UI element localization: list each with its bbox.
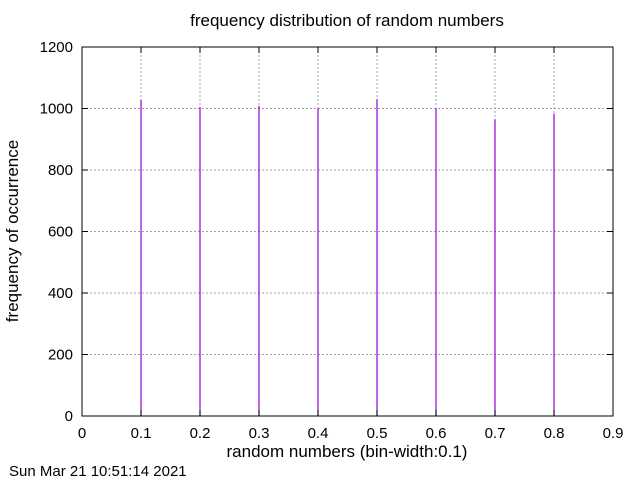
x-tick-label: 0.8 bbox=[544, 425, 565, 442]
x-tick-label: 0.6 bbox=[426, 425, 447, 442]
x-tick-label: 0.7 bbox=[485, 425, 506, 442]
x-tick-label: 0 bbox=[78, 425, 86, 442]
x-tick-label: 0.9 bbox=[603, 425, 624, 442]
chart-title: frequency distribution of random numbers bbox=[190, 11, 504, 30]
y-axis-label: frequency of occurrence bbox=[3, 140, 22, 322]
ticks: 0 200 400 600 800 1000 1200 0 0.1 0.2 0.3 0.4 0.5 0.6… bbox=[40, 39, 624, 442]
y-tick-label: 0 bbox=[65, 408, 73, 425]
y-tick-label: 1000 bbox=[40, 101, 73, 118]
y-tick-label: 400 bbox=[48, 285, 73, 302]
y-tick-label: 800 bbox=[48, 162, 73, 179]
timestamp-label: Sun Mar 21 10:51:14 2021 bbox=[9, 463, 187, 480]
x-axis-label: random numbers (bin-width:0.1) bbox=[227, 442, 468, 461]
x-tick-label: 0.5 bbox=[367, 425, 388, 442]
x-tick-label: 0.3 bbox=[249, 425, 270, 442]
x-tick-label: 0.1 bbox=[131, 425, 152, 442]
x-tick-label: 0.4 bbox=[308, 425, 329, 442]
bars bbox=[140, 99, 555, 416]
plot-area-border bbox=[81, 46, 614, 417]
grid bbox=[82, 47, 613, 416]
y-tick-label: 1200 bbox=[40, 39, 73, 56]
y-tick-label: 600 bbox=[48, 224, 73, 241]
x-tick-label: 0.2 bbox=[190, 425, 211, 442]
y-tick-label: 200 bbox=[48, 347, 73, 364]
